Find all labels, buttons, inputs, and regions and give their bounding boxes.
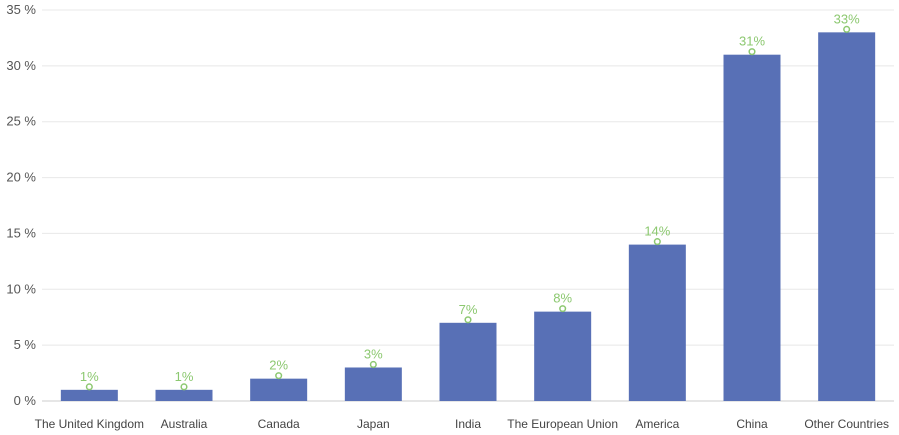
data-label: 31% (739, 34, 765, 49)
x-category-label: The European Union (507, 417, 618, 431)
data-label: 1% (80, 369, 99, 384)
data-label: 33% (834, 11, 860, 26)
bar (344, 367, 402, 401)
value-marker (369, 360, 377, 369)
x-category-label: Australia (161, 417, 208, 431)
y-tick-label: 20 % (6, 170, 36, 185)
value-markers (85, 25, 851, 391)
bar (60, 389, 118, 401)
data-label: 1% (175, 369, 194, 384)
data-label: 7% (459, 302, 478, 317)
value-marker (180, 383, 188, 391)
x-axis-categories: The United Kingdom Australia Canada Japan In… (35, 417, 889, 431)
value-marker (748, 48, 756, 56)
grid-lines (42, 9, 894, 346)
bar (534, 311, 592, 401)
bars (60, 32, 876, 401)
y-axis-ticks: 0 % 5 % 10 % 15 % 20 % 25 % 30 % 35 % (6, 2, 36, 408)
x-category-label: The United Kingdom (35, 417, 144, 431)
value-marker (559, 305, 567, 313)
x-category-label: China (736, 417, 768, 431)
bar (439, 322, 497, 401)
data-label: 3% (364, 346, 383, 361)
x-category-label: Other Countries (804, 417, 889, 431)
value-marker (843, 25, 851, 33)
x-category-label: Japan (357, 417, 390, 431)
value-marker (85, 383, 93, 391)
bar (628, 244, 686, 401)
bar (250, 378, 308, 401)
data-label: 14% (644, 224, 670, 239)
data-label: 8% (553, 291, 572, 306)
y-tick-label: 0 % (14, 393, 37, 408)
bar (818, 32, 876, 401)
y-tick-label: 30 % (6, 58, 36, 73)
value-marker (464, 316, 472, 324)
y-tick-label: 25 % (6, 114, 36, 129)
x-category-label: America (635, 417, 679, 431)
bar (155, 389, 213, 401)
y-tick-label: 10 % (6, 281, 36, 296)
y-tick-label: 35 % (6, 2, 36, 17)
x-category-label: India (455, 417, 481, 431)
y-tick-label: 15 % (6, 225, 36, 240)
bar (723, 54, 781, 401)
value-marker (275, 372, 283, 380)
value-marker (653, 238, 661, 246)
data-labels: 1% 1% 2% 3% 7% 8% 14% 31% 33% (80, 11, 860, 383)
x-category-label: Canada (258, 417, 300, 431)
y-tick-label: 5 % (14, 337, 37, 352)
data-label: 2% (269, 358, 288, 373)
